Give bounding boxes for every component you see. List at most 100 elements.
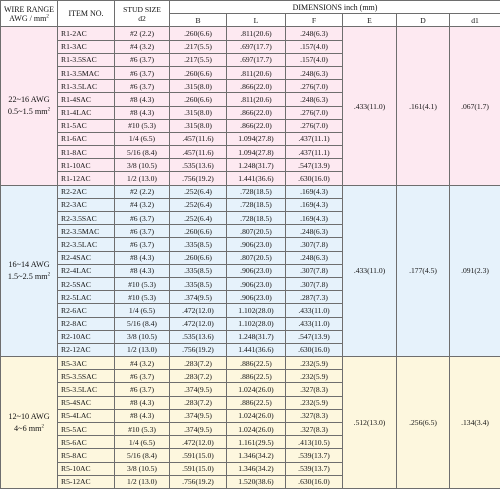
dim-f-cell: .539(13.7): [285, 448, 343, 463]
dim-f-cell: .327(8.3): [285, 382, 343, 397]
header-wire-range: WIRE RANGE AWG / mm2: [0, 0, 58, 28]
table-row: 12~10 AWG 4~6 mm2 R5-3AC #4 (3.2) .283(7.2).…: [0, 356, 500, 489]
table-row: R2-10AC 3/8 (10.5) .535(13.6) 1.248(31.7) .5…: [1, 329, 500, 344]
item-no-cell: R1-4SAC: [57, 92, 115, 107]
dim-f-cell: .169(4.3): [285, 184, 343, 199]
table-row: R2-8AC 5/16 (8.4) .472(12.0) 1.102(28.0) .43…: [1, 316, 500, 331]
item-no-cell: R2-3.5MAC: [57, 224, 115, 239]
dim-b-cell: .260(6.6): [169, 224, 227, 239]
dim-l-cell: .811(20.6): [226, 65, 286, 81]
dim-b-cell: .260(6.6): [169, 92, 227, 107]
dim-b-cell: .283(7.2): [169, 356, 227, 371]
table-row: 22~16 AWG 0.5~1.5 mm2 R1-2AC #2 (2.2) .260(6…: [0, 26, 500, 186]
dim-d1-cell: .067(1.7): [448, 26, 500, 186]
dim-l-cell: 1.024(26.0): [226, 382, 286, 397]
dim-b-cell: .315(8.0): [169, 79, 227, 94]
stud-size-cell: 3/8 (10.5): [114, 329, 170, 344]
dim-l-cell: 1.520(38.6): [226, 474, 286, 489]
table-row: R1-10AC 3/8 (10.5) .535(13.6) 1.248(31.7) .5…: [1, 158, 500, 173]
dim-l-cell: .728(18.5): [226, 197, 286, 213]
dim-f-cell: .413(10.5): [285, 435, 343, 450]
table-row: R5-6AC 1/4 (6.5) .472(12.0) 1.161(29.5) .413…: [1, 435, 500, 450]
dim-l-cell: 1.248(31.7): [226, 329, 286, 344]
item-no-cell: R1-5AC: [57, 118, 115, 133]
dim-l-cell: 1.024(26.0): [226, 421, 286, 437]
stud-size-cell: #6 (3.7): [114, 382, 170, 397]
item-no-cell: R5-10AC: [57, 461, 115, 476]
table-row: R1-4LAC #8 (4.3) .315(8.0) .866(22.0) .276(7…: [1, 105, 500, 120]
dim-f-cell: .276(7.0): [285, 79, 343, 94]
dim-b-cell: .756(19.2): [169, 171, 227, 186]
dim-b-cell: .374(9.5): [169, 408, 227, 424]
dim-l-cell: 1.094(27.8): [226, 131, 286, 147]
dim-d-cell: .256(6.5): [396, 356, 450, 489]
header-col-f: F: [285, 13, 343, 28]
dim-f-cell: .169(4.3): [285, 210, 343, 226]
item-no-cell: R1-4LAC: [57, 105, 115, 120]
stud-size-cell: 1/2 (13.0): [114, 171, 170, 186]
stud-size-cell: #6 (3.7): [114, 79, 170, 94]
stud-size-cell: #6 (3.7): [114, 210, 170, 226]
dim-l-cell: .906(23.0): [226, 276, 286, 292]
dim-b-cell: .315(8.0): [169, 118, 227, 133]
table-row: R5-3.5SAC #6 (3.7) .283(7.2) .886(22.5) .232…: [1, 369, 500, 384]
dim-f-cell: .307(7.8): [285, 263, 343, 278]
dim-b-cell: .335(8.5): [169, 263, 227, 278]
dim-l-cell: 1.102(28.0): [226, 303, 286, 318]
stud-size-cell: #6 (3.7): [114, 369, 170, 384]
dim-e-cell: .433(11.0): [342, 184, 397, 358]
item-no-cell: R5-3.5SAC: [57, 369, 115, 384]
table-row: R5-10AC 3/8 (10.5) .591(15.0) 1.346(34.2) .5…: [1, 461, 500, 476]
wire-range-mm: 0.5~1.5 mm: [7, 107, 48, 116]
dim-l-cell: 1.441(36.6): [226, 342, 286, 358]
dim-f-cell: .232(5.9): [285, 369, 343, 384]
dim-l-cell: .886(22.5): [226, 395, 286, 410]
item-no-cell: R2-4LAC: [57, 263, 115, 278]
dim-b-cell: .283(7.2): [169, 395, 227, 410]
dim-b-cell: .252(6.4): [169, 197, 227, 213]
table-row: R5-3.5LAC #6 (3.7) .374(9.5) 1.024(26.0) .32…: [1, 382, 500, 397]
dim-l-cell: .811(20.6): [226, 26, 286, 41]
dim-b-cell: .260(6.6): [169, 26, 227, 41]
item-no-cell: R1-8AC: [57, 145, 115, 160]
dim-l-cell: .697(17.7): [226, 52, 286, 67]
dim-f-cell: .157(4.0): [285, 39, 343, 54]
item-no-cell: R1-3.5SAC: [57, 52, 115, 67]
header-col-b: B: [169, 13, 227, 28]
dim-f-cell: .630(16.0): [285, 474, 343, 489]
table-row: R5-12AC 1/2 (13.0) .756(19.2) 1.520(38.6) .6…: [1, 474, 500, 489]
dim-l-cell: .807(20.5): [226, 224, 286, 239]
table-row: R1-3.5MAC #6 (3.7) .260(6.6) .811(20.6) .248…: [1, 65, 500, 81]
dim-l-cell: 1.346(34.2): [226, 448, 286, 463]
stud-size-cell: #8 (4.3): [114, 395, 170, 410]
item-no-cell: R1-12AC: [57, 171, 115, 186]
dim-b-cell: .374(9.5): [169, 290, 227, 305]
header-col-d1: d1: [448, 13, 500, 28]
dim-f-cell: .327(8.3): [285, 421, 343, 437]
table-row: R1-12AC 1/2 (13.0) .756(19.2) 1.441(36.6) .6…: [1, 171, 500, 186]
table-row: R5-8AC 5/16 (8.4) .591(15.0) 1.346(34.2) .53…: [1, 448, 500, 463]
stud-size-cell: #4 (3.2): [114, 197, 170, 213]
item-no-cell: R2-5SAC: [57, 276, 115, 292]
dim-l-cell: .886(22.5): [226, 356, 286, 371]
item-no-cell: R5-4SAC: [57, 395, 115, 410]
dim-f-cell: .437(11.1): [285, 131, 343, 147]
dim-b-cell: .374(9.5): [169, 421, 227, 437]
stud-size-cell: 1/2 (13.0): [114, 474, 170, 489]
table-row: R1-3.5SAC #6 (3.7) .217(5.5) .697(17.7) .157…: [1, 52, 500, 67]
dim-l-cell: .728(18.5): [226, 184, 286, 199]
wire-range-mm: 1.5~2.5 mm: [7, 271, 48, 281]
dim-f-cell: .327(8.3): [285, 408, 343, 424]
dim-f-cell: .547(13.9): [285, 329, 343, 344]
table-row: R2-5LAC #10 (5.3) .374(9.5) .906(23.0) .287(…: [1, 290, 500, 305]
wire-range-cell: 12~10 AWG 4~6 mm2: [0, 356, 58, 489]
dim-f-cell: .630(16.0): [285, 342, 343, 358]
item-no-cell: R5-4LAC: [57, 408, 115, 424]
stud-size-cell: #4 (3.2): [114, 356, 170, 371]
stud-size-cell: #10 (5.3): [114, 290, 170, 305]
table-row: R2-4SAC #8 (4.3) .260(6.6) .807(20.5) .248(6…: [1, 250, 500, 265]
dim-f-cell: .248(6.3): [285, 250, 343, 265]
wire-range-awg: 12~10 AWG: [8, 411, 50, 421]
stud-size-cell: #6 (3.7): [114, 65, 170, 81]
